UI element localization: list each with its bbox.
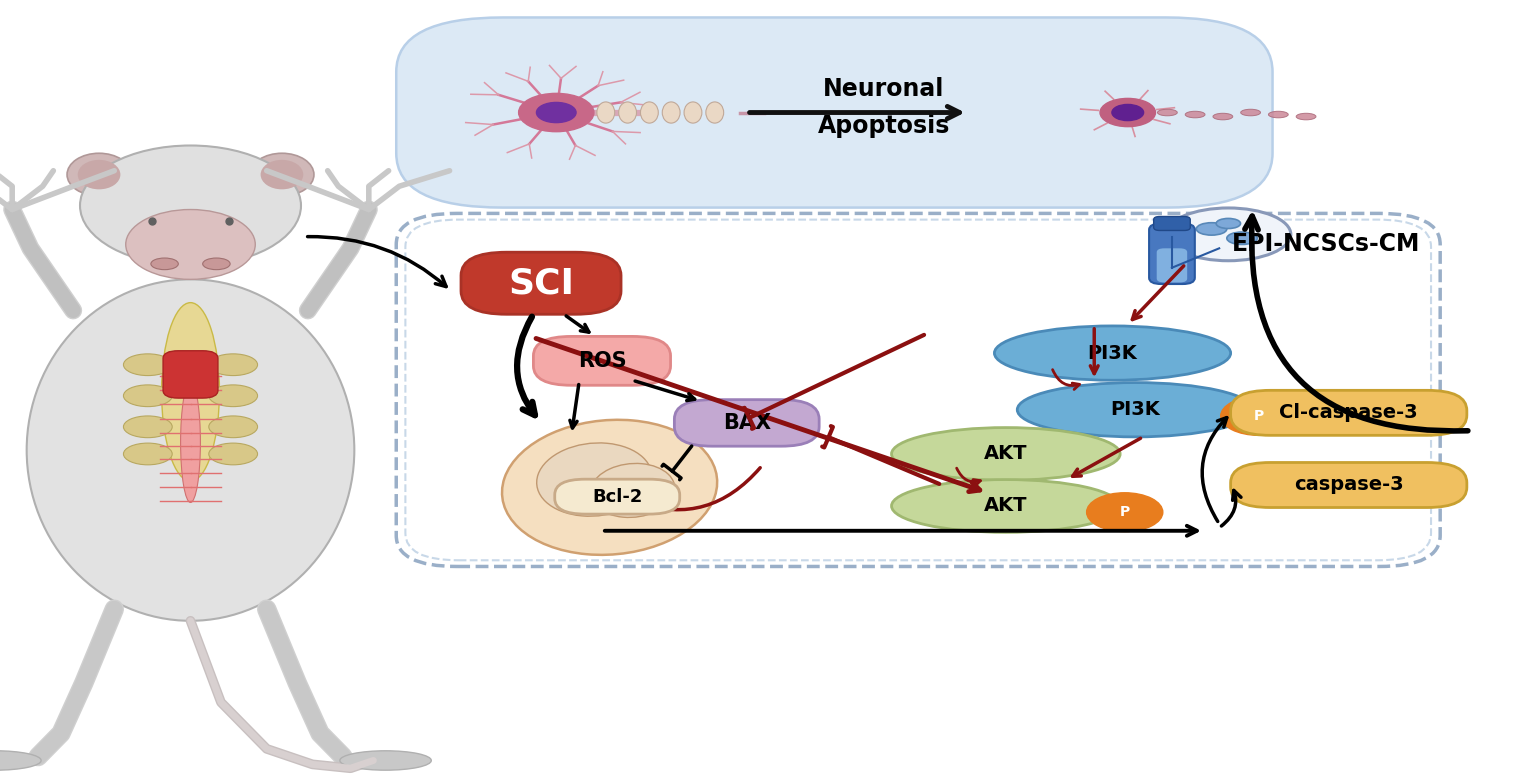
- FancyBboxPatch shape: [533, 337, 671, 385]
- Ellipse shape: [340, 751, 431, 770]
- Ellipse shape: [590, 463, 675, 518]
- Circle shape: [1113, 105, 1143, 120]
- FancyBboxPatch shape: [674, 400, 820, 446]
- Ellipse shape: [501, 420, 718, 555]
- Ellipse shape: [67, 154, 131, 196]
- Circle shape: [518, 93, 594, 132]
- Ellipse shape: [619, 102, 637, 123]
- Ellipse shape: [180, 383, 201, 503]
- Text: Neuronal: Neuronal: [823, 78, 945, 101]
- FancyBboxPatch shape: [1157, 248, 1187, 282]
- Ellipse shape: [0, 751, 41, 770]
- Ellipse shape: [536, 443, 652, 516]
- Text: ROS: ROS: [578, 351, 626, 371]
- Ellipse shape: [209, 416, 258, 438]
- FancyBboxPatch shape: [555, 480, 680, 514]
- Ellipse shape: [151, 258, 178, 270]
- Text: SCI: SCI: [507, 266, 575, 300]
- Text: PI3K: PI3K: [1088, 344, 1137, 362]
- Ellipse shape: [1227, 232, 1257, 244]
- Text: EPI-NCSCs-CM: EPI-NCSCs-CM: [1231, 233, 1420, 256]
- FancyBboxPatch shape: [1230, 390, 1466, 435]
- FancyBboxPatch shape: [1154, 217, 1190, 230]
- Text: BAX: BAX: [722, 413, 771, 433]
- FancyBboxPatch shape: [396, 18, 1273, 208]
- Text: PI3K: PI3K: [1111, 400, 1160, 419]
- Ellipse shape: [78, 160, 120, 189]
- Ellipse shape: [261, 160, 303, 189]
- Ellipse shape: [892, 428, 1120, 480]
- Ellipse shape: [1241, 109, 1260, 116]
- Ellipse shape: [209, 443, 258, 465]
- Text: Cl-caspase-3: Cl-caspase-3: [1280, 404, 1417, 422]
- Ellipse shape: [663, 102, 680, 123]
- Ellipse shape: [1213, 113, 1233, 120]
- FancyBboxPatch shape: [460, 252, 622, 314]
- Ellipse shape: [123, 416, 172, 438]
- Ellipse shape: [1186, 111, 1205, 118]
- Text: Bcl-2: Bcl-2: [591, 487, 643, 506]
- Text: caspase-3: caspase-3: [1294, 476, 1404, 494]
- Ellipse shape: [892, 480, 1120, 532]
- Ellipse shape: [203, 258, 230, 270]
- Ellipse shape: [597, 102, 614, 123]
- Ellipse shape: [1017, 383, 1253, 437]
- Ellipse shape: [706, 102, 724, 123]
- Text: AKT: AKT: [985, 497, 1027, 515]
- Ellipse shape: [1268, 111, 1288, 118]
- Ellipse shape: [123, 443, 172, 465]
- Ellipse shape: [162, 303, 219, 481]
- Ellipse shape: [125, 210, 256, 279]
- Circle shape: [1221, 397, 1297, 435]
- Ellipse shape: [1166, 208, 1291, 261]
- FancyBboxPatch shape: [163, 351, 218, 398]
- Text: AKT: AKT: [985, 445, 1027, 463]
- Ellipse shape: [250, 154, 314, 196]
- Ellipse shape: [123, 385, 172, 407]
- Ellipse shape: [209, 354, 258, 376]
- Ellipse shape: [684, 102, 703, 123]
- Circle shape: [1100, 99, 1155, 126]
- Ellipse shape: [1196, 223, 1227, 235]
- Ellipse shape: [1295, 113, 1315, 120]
- Ellipse shape: [123, 354, 172, 376]
- Text: P: P: [1120, 505, 1129, 519]
- Text: P: P: [1254, 409, 1263, 423]
- Ellipse shape: [27, 279, 354, 621]
- Text: Apoptosis: Apoptosis: [818, 114, 949, 137]
- FancyBboxPatch shape: [1230, 462, 1466, 508]
- Circle shape: [1087, 493, 1163, 532]
- FancyBboxPatch shape: [1149, 223, 1195, 284]
- Ellipse shape: [1158, 109, 1177, 116]
- Ellipse shape: [79, 146, 302, 265]
- Ellipse shape: [994, 326, 1230, 380]
- Circle shape: [536, 102, 576, 123]
- Ellipse shape: [1216, 219, 1241, 229]
- Ellipse shape: [209, 385, 258, 407]
- Ellipse shape: [640, 102, 658, 123]
